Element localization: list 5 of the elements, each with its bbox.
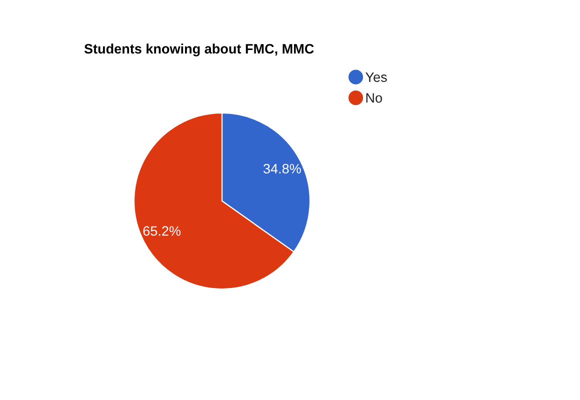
legend-label: No <box>366 93 382 103</box>
legend-label: Yes <box>366 72 387 82</box>
chart-title: Students knowing about FMC, MMC <box>84 44 314 56</box>
data-label: 34.8% <box>264 164 301 174</box>
data-label: 65.2% <box>143 226 181 236</box>
